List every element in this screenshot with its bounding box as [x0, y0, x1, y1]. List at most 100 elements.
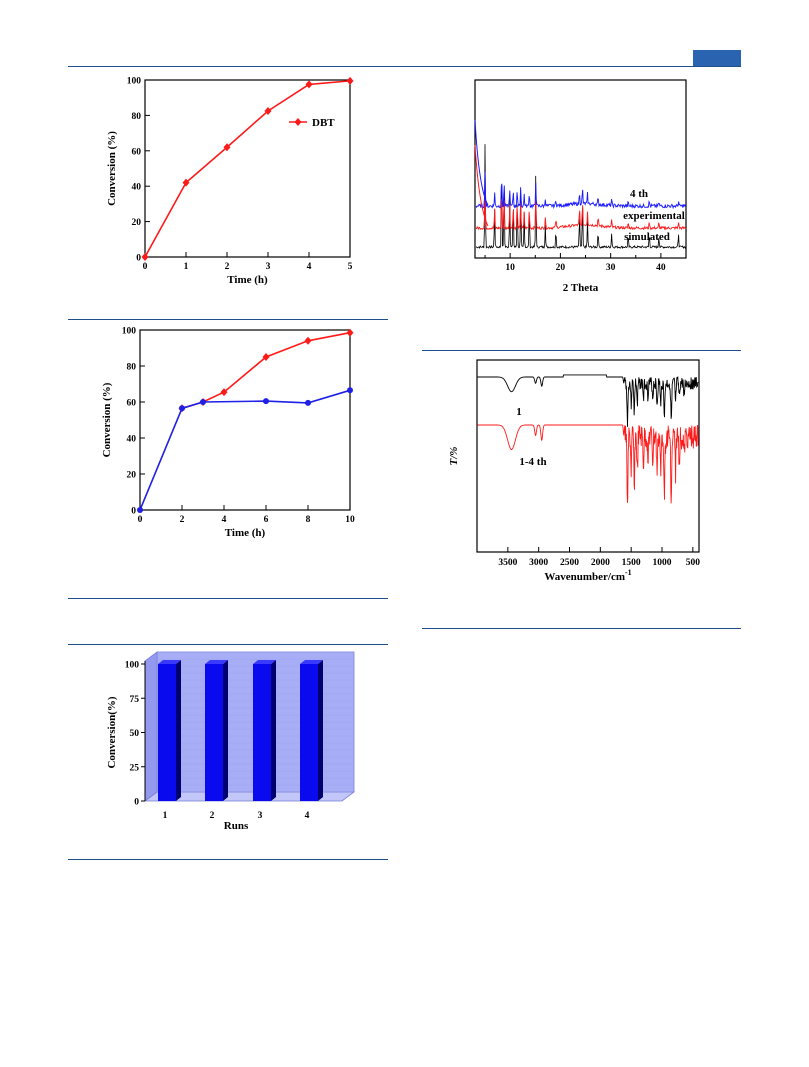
x-tick-label: 6 [264, 515, 269, 525]
y-tick-label: 20 [127, 471, 137, 481]
legend-label: DBT [312, 117, 335, 129]
y-tick-label: 60 [132, 147, 142, 157]
plot-frame [139, 329, 351, 511]
x-tick-label: 3000 [529, 558, 548, 568]
data-point [179, 405, 185, 412]
x-tick-label: 20 [556, 263, 566, 273]
data-point [220, 388, 228, 397]
x-tick-label: 500 [686, 558, 701, 568]
header-rule [68, 66, 741, 67]
y-tick-label: 100 [125, 661, 140, 671]
series-label: simulated [624, 231, 670, 243]
figure-rule-3 [68, 644, 388, 645]
y-tick-label: 80 [127, 363, 137, 373]
data-point [137, 507, 143, 513]
x-axis-label: Time (h) [227, 274, 268, 286]
x-tick-label: 1 [184, 262, 189, 272]
x-tick-label: 4 [305, 811, 310, 821]
x-tick-label: 3500 [498, 558, 517, 568]
x-tick-label: 10 [345, 515, 355, 525]
series-line [144, 80, 351, 258]
x-tick-label: 0 [138, 515, 143, 525]
x-tick-label: 2500 [560, 558, 579, 568]
figure-rule-4 [68, 859, 388, 860]
y-tick-label: 20 [132, 218, 142, 228]
data-point [264, 106, 272, 115]
x-axis-label: 2 Theta [563, 282, 599, 294]
data-point [141, 253, 149, 261]
data-point [346, 328, 354, 337]
bar-top [253, 660, 276, 664]
x-tick-label: 2 [225, 262, 230, 272]
y-axis-label: Conversion (%) [106, 131, 118, 206]
data-point [223, 143, 231, 152]
x-tick-label: 2 [180, 515, 185, 525]
fourth-run-low-angle [474, 119, 489, 206]
series-line [139, 389, 351, 511]
bar [253, 664, 271, 801]
y-tick-label: 0 [136, 254, 141, 264]
x-axis-label: Runs [224, 820, 249, 832]
x-tick-label: 0 [143, 262, 148, 272]
data-point [305, 80, 313, 89]
data-point [304, 336, 312, 345]
plot-frame [144, 79, 351, 258]
series-label: experimental [623, 210, 685, 222]
x-tick-label: 2000 [591, 558, 610, 568]
y-axis-label: Conversion (%) [101, 382, 113, 457]
y-axis-label: Conversion(%) [106, 696, 118, 768]
figure-rule-2 [68, 598, 388, 599]
bar-top [158, 660, 181, 664]
y-tick-label: 40 [132, 183, 142, 193]
data-point [262, 353, 270, 361]
x-tick-label: 1000 [653, 558, 672, 568]
y-tick-label: 100 [122, 327, 137, 337]
x-tick-label: 3 [258, 811, 263, 821]
x-tick-label: 1500 [622, 558, 641, 568]
y-tick-label: 25 [130, 763, 140, 773]
data-point [346, 76, 354, 85]
x-axis-label: Wavenumber/cm-1 [544, 568, 631, 583]
spectrum-1 [477, 374, 699, 427]
plot-frame [474, 79, 687, 259]
bar-side [271, 660, 276, 801]
x-axis-label-superscript: -1 [625, 568, 632, 577]
bar [300, 664, 318, 801]
simulated-pattern [475, 144, 687, 250]
x-tick-label: 1 [163, 811, 168, 821]
y-axis-label: T/% [448, 447, 460, 466]
fourth-run-pattern [475, 171, 687, 210]
x-tick-label: 40 [656, 263, 666, 273]
data-point [200, 399, 206, 405]
y-tick-label: 40 [127, 435, 137, 445]
data-point [263, 398, 269, 405]
y-tick-label: 100 [127, 77, 142, 87]
bar-side [223, 660, 228, 801]
x-tick-label: 4 [307, 262, 312, 272]
data-point [347, 387, 353, 394]
y-tick-label: 50 [130, 729, 140, 739]
spectrum-1-4th [477, 424, 699, 504]
header-badge [693, 50, 741, 66]
y-tick-label: 80 [132, 112, 142, 122]
bar-side [176, 660, 181, 801]
series-label: 1 [516, 406, 522, 418]
x-tick-label: 8 [306, 515, 311, 525]
y-tick-label: 0 [131, 507, 136, 517]
x-tick-label: 3 [266, 262, 271, 272]
experimental-pattern [475, 178, 687, 231]
bar-top [300, 660, 323, 664]
figure-rule-5 [422, 350, 741, 351]
legend-marker [294, 118, 302, 126]
plot-frame [476, 359, 700, 553]
x-tick-label: 4 [222, 515, 227, 525]
y-tick-label: 75 [130, 695, 140, 705]
data-point [182, 178, 190, 187]
data-point [305, 399, 311, 406]
y-tick-label: 60 [127, 399, 137, 409]
